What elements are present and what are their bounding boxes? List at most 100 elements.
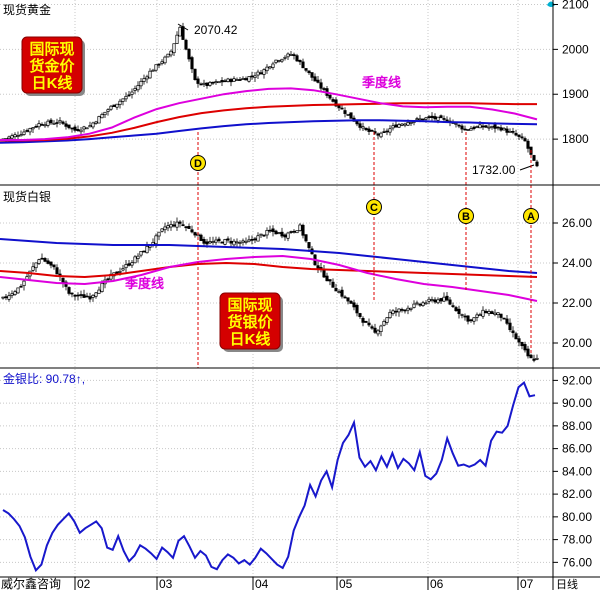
candle bbox=[34, 126, 38, 128]
candle bbox=[370, 326, 374, 329]
candle bbox=[301, 224, 305, 236]
label-box-text: 货金价 bbox=[29, 57, 75, 75]
candle bbox=[226, 78, 230, 82]
candle bbox=[424, 302, 428, 305]
candle bbox=[364, 127, 368, 131]
candle bbox=[505, 318, 509, 324]
candle bbox=[46, 120, 50, 126]
y-tick-label: 76.00 bbox=[562, 555, 592, 569]
candle bbox=[433, 116, 437, 120]
candle bbox=[238, 79, 242, 81]
marker-letter: D bbox=[194, 158, 202, 170]
candle bbox=[220, 241, 224, 244]
label-box-text: 日K线 bbox=[32, 74, 73, 92]
candle bbox=[223, 80, 227, 83]
candle bbox=[472, 126, 476, 130]
candle bbox=[307, 70, 311, 74]
candle bbox=[469, 319, 473, 322]
candle bbox=[481, 125, 485, 128]
candle bbox=[148, 245, 152, 248]
candle bbox=[367, 322, 371, 326]
candle bbox=[241, 240, 245, 243]
candle bbox=[106, 278, 110, 281]
x-tick-label: 05 bbox=[339, 577, 353, 590]
candle bbox=[250, 238, 254, 241]
candle bbox=[214, 81, 218, 83]
candle bbox=[88, 296, 92, 300]
marker-circle bbox=[366, 199, 382, 215]
candle bbox=[148, 70, 152, 79]
candle bbox=[367, 128, 371, 132]
candle bbox=[418, 303, 422, 306]
high-value-label: 2070.42 bbox=[194, 23, 238, 37]
gold-panel: 现货黄金 bbox=[0, 2, 539, 168]
candle bbox=[7, 295, 11, 300]
candle bbox=[160, 228, 164, 232]
marker-letter: C bbox=[370, 202, 378, 214]
candle bbox=[124, 95, 128, 100]
candle bbox=[187, 225, 191, 229]
candle bbox=[358, 313, 362, 318]
candle bbox=[85, 127, 89, 130]
candle bbox=[271, 63, 275, 68]
candle bbox=[280, 58, 284, 62]
candle bbox=[115, 271, 119, 274]
candle bbox=[142, 250, 146, 253]
candle bbox=[343, 296, 347, 299]
y-tick-label: 88.00 bbox=[562, 419, 592, 433]
candle bbox=[460, 125, 464, 130]
candle bbox=[85, 295, 89, 298]
candle bbox=[202, 239, 206, 244]
candle bbox=[400, 123, 404, 126]
marker-letter: A bbox=[527, 211, 535, 223]
candle bbox=[328, 94, 332, 99]
candle bbox=[49, 119, 53, 124]
moving-average-line bbox=[0, 87, 538, 141]
candle bbox=[97, 289, 101, 294]
candle bbox=[43, 124, 47, 127]
x-tick-label: 02 bbox=[77, 577, 91, 590]
candle bbox=[397, 124, 401, 128]
y-tick-label: 82.00 bbox=[562, 487, 592, 501]
candle bbox=[514, 133, 518, 136]
candle bbox=[13, 291, 17, 295]
candle bbox=[328, 279, 332, 282]
candle bbox=[532, 155, 536, 161]
candle bbox=[514, 333, 518, 340]
candle bbox=[508, 131, 512, 133]
candle bbox=[19, 134, 23, 137]
label-box-text: 货银价 bbox=[227, 313, 273, 331]
candle bbox=[256, 71, 260, 76]
candle bbox=[244, 78, 248, 81]
candle bbox=[403, 123, 407, 126]
candle bbox=[526, 140, 530, 149]
x-axis-unit-label: 日线 bbox=[556, 577, 578, 590]
label-box-text: 国际现 bbox=[29, 41, 74, 58]
candle bbox=[457, 124, 461, 127]
candle bbox=[487, 311, 491, 314]
candle bbox=[220, 80, 224, 83]
candle bbox=[316, 265, 320, 269]
candle bbox=[436, 116, 440, 121]
silver-ma-label: 季度线 bbox=[124, 276, 164, 291]
candle bbox=[397, 308, 401, 313]
candle bbox=[217, 81, 221, 84]
low-pointer bbox=[519, 164, 535, 171]
moving-average-line bbox=[0, 102, 537, 142]
candle bbox=[121, 98, 125, 102]
candle bbox=[178, 26, 182, 37]
high-pointer bbox=[177, 23, 189, 31]
candle bbox=[505, 128, 509, 133]
candle bbox=[403, 309, 407, 312]
moving-average-line bbox=[0, 261, 538, 279]
candle bbox=[331, 281, 335, 288]
candle bbox=[94, 292, 98, 297]
y-tick-label: 80.00 bbox=[562, 510, 592, 524]
candle bbox=[466, 315, 470, 322]
candle bbox=[136, 85, 140, 91]
candle bbox=[61, 121, 65, 124]
moving-average-line bbox=[0, 254, 538, 302]
candle bbox=[139, 251, 143, 256]
marker-circle bbox=[523, 208, 539, 224]
